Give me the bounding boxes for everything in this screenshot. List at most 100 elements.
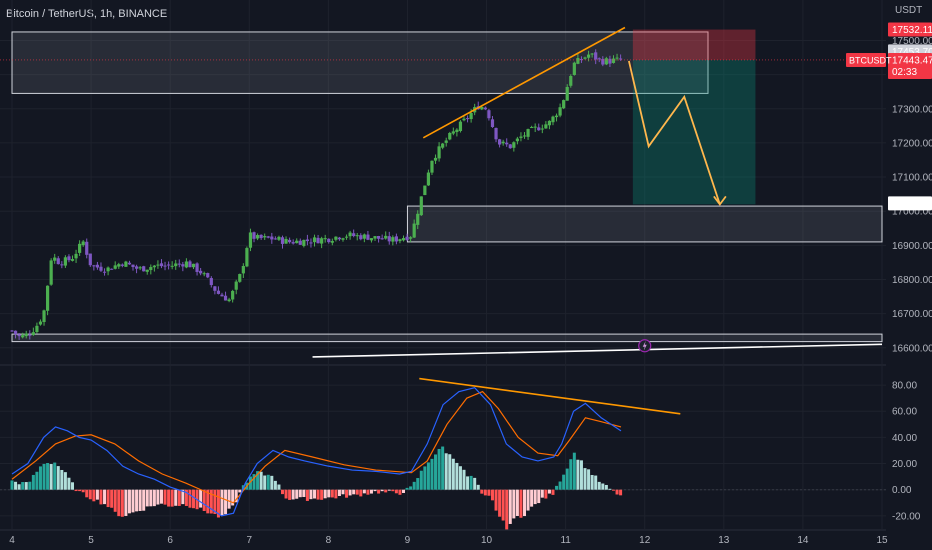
candle-body bbox=[320, 238, 324, 244]
candle-body bbox=[102, 271, 107, 273]
histogram-bar bbox=[544, 489, 548, 499]
candle-body bbox=[298, 240, 302, 245]
histogram-bar bbox=[56, 466, 60, 490]
histogram-bar bbox=[412, 481, 416, 490]
histogram-bar bbox=[231, 489, 235, 506]
histogram-bar bbox=[135, 489, 139, 512]
histogram-bar bbox=[476, 484, 480, 490]
divergence-line bbox=[419, 377, 681, 415]
currency-label: USDT bbox=[895, 5, 922, 16]
candle-body bbox=[110, 268, 114, 270]
histogram-bar bbox=[167, 489, 171, 507]
candle-body bbox=[344, 236, 349, 238]
candle-body bbox=[437, 146, 441, 159]
candle-body bbox=[92, 265, 96, 267]
histogram-bar bbox=[327, 489, 331, 498]
candle-body bbox=[35, 325, 39, 333]
histogram-bar bbox=[142, 489, 146, 511]
x-tick-label: 12 bbox=[639, 535, 651, 546]
candle-body bbox=[583, 57, 587, 59]
histogram-bar bbox=[266, 474, 270, 490]
candle-body bbox=[522, 135, 527, 137]
histogram-bar bbox=[163, 489, 167, 505]
symbol-tag bbox=[846, 52, 886, 67]
candle-body bbox=[134, 266, 139, 269]
candle-body bbox=[597, 58, 601, 60]
candle-body bbox=[174, 263, 178, 267]
candle-body bbox=[530, 127, 534, 129]
histogram-bar bbox=[14, 481, 18, 490]
candle-body bbox=[295, 240, 299, 244]
candle-body bbox=[341, 238, 345, 240]
candle-body bbox=[327, 238, 331, 243]
histogram-bar bbox=[579, 460, 583, 490]
candle-body bbox=[252, 232, 256, 239]
candle-body bbox=[540, 128, 544, 130]
lightning-glyph bbox=[642, 340, 647, 351]
candle-body bbox=[284, 238, 288, 244]
histogram-bar bbox=[220, 489, 224, 516]
histogram-bar bbox=[519, 489, 523, 518]
histogram-bar bbox=[551, 489, 555, 495]
candle-body bbox=[280, 237, 285, 244]
histogram-bar bbox=[330, 489, 334, 498]
candle-body bbox=[330, 240, 334, 243]
candle-body bbox=[106, 267, 110, 272]
histogram-bar bbox=[224, 489, 228, 515]
candle-body bbox=[31, 332, 35, 335]
candle-body bbox=[348, 232, 352, 237]
line-price-tag-text: 17453.70 bbox=[892, 47, 932, 58]
histogram-bar bbox=[302, 489, 306, 497]
x-tick-label: 14 bbox=[797, 535, 809, 546]
candle-body bbox=[608, 58, 612, 64]
short-position-tool[interactable] bbox=[632, 29, 756, 205]
histogram-bar bbox=[60, 469, 64, 490]
histogram-bar bbox=[21, 482, 25, 490]
histogram-bar bbox=[188, 489, 192, 508]
x-tick-label: 5 bbox=[88, 535, 94, 546]
x-tick-label: 10 bbox=[481, 535, 493, 546]
last-price-tag bbox=[888, 52, 932, 79]
histogram-bar bbox=[334, 489, 338, 499]
osc-tick-label: 60.00 bbox=[892, 407, 917, 418]
candle-body bbox=[544, 124, 548, 129]
histogram-bar bbox=[295, 489, 299, 499]
histogram-bar bbox=[341, 489, 345, 495]
histogram-bar bbox=[184, 489, 188, 506]
candle-body bbox=[38, 321, 43, 325]
histogram-bar bbox=[74, 489, 78, 492]
histogram-bar bbox=[583, 468, 587, 490]
histogram-bar bbox=[423, 466, 427, 490]
candle-body bbox=[188, 261, 192, 268]
histogram-bar bbox=[316, 489, 320, 500]
candle-body bbox=[248, 232, 253, 248]
histogram-bar bbox=[380, 489, 384, 492]
histogram-bar bbox=[53, 462, 57, 490]
histogram-bar bbox=[106, 489, 110, 508]
candle-body bbox=[401, 238, 406, 241]
histogram-bar bbox=[483, 489, 487, 496]
histogram-bar bbox=[604, 484, 608, 490]
histogram-bar bbox=[10, 480, 14, 490]
histogram-bar bbox=[555, 485, 559, 490]
candle-body bbox=[152, 265, 156, 268]
candle-body bbox=[195, 263, 199, 272]
candle-body bbox=[619, 58, 623, 60]
histogram-bar bbox=[113, 489, 117, 512]
histogram-bar bbox=[469, 475, 473, 490]
histogram-bar bbox=[441, 446, 445, 490]
candle-body bbox=[259, 234, 263, 239]
candle-body bbox=[17, 334, 21, 337]
histogram-bar bbox=[209, 489, 213, 514]
histogram-bar bbox=[601, 483, 605, 490]
candle-body bbox=[28, 334, 32, 336]
stop-loss-zone bbox=[632, 29, 756, 60]
histogram-bar bbox=[515, 489, 519, 516]
candle-body bbox=[554, 115, 559, 118]
candle-body bbox=[13, 330, 18, 335]
candle-body bbox=[209, 278, 213, 286]
countdown-text: 02:33 bbox=[892, 67, 917, 78]
y-tick-label: 17200.00 bbox=[892, 138, 932, 149]
target-price-tag bbox=[888, 196, 932, 211]
